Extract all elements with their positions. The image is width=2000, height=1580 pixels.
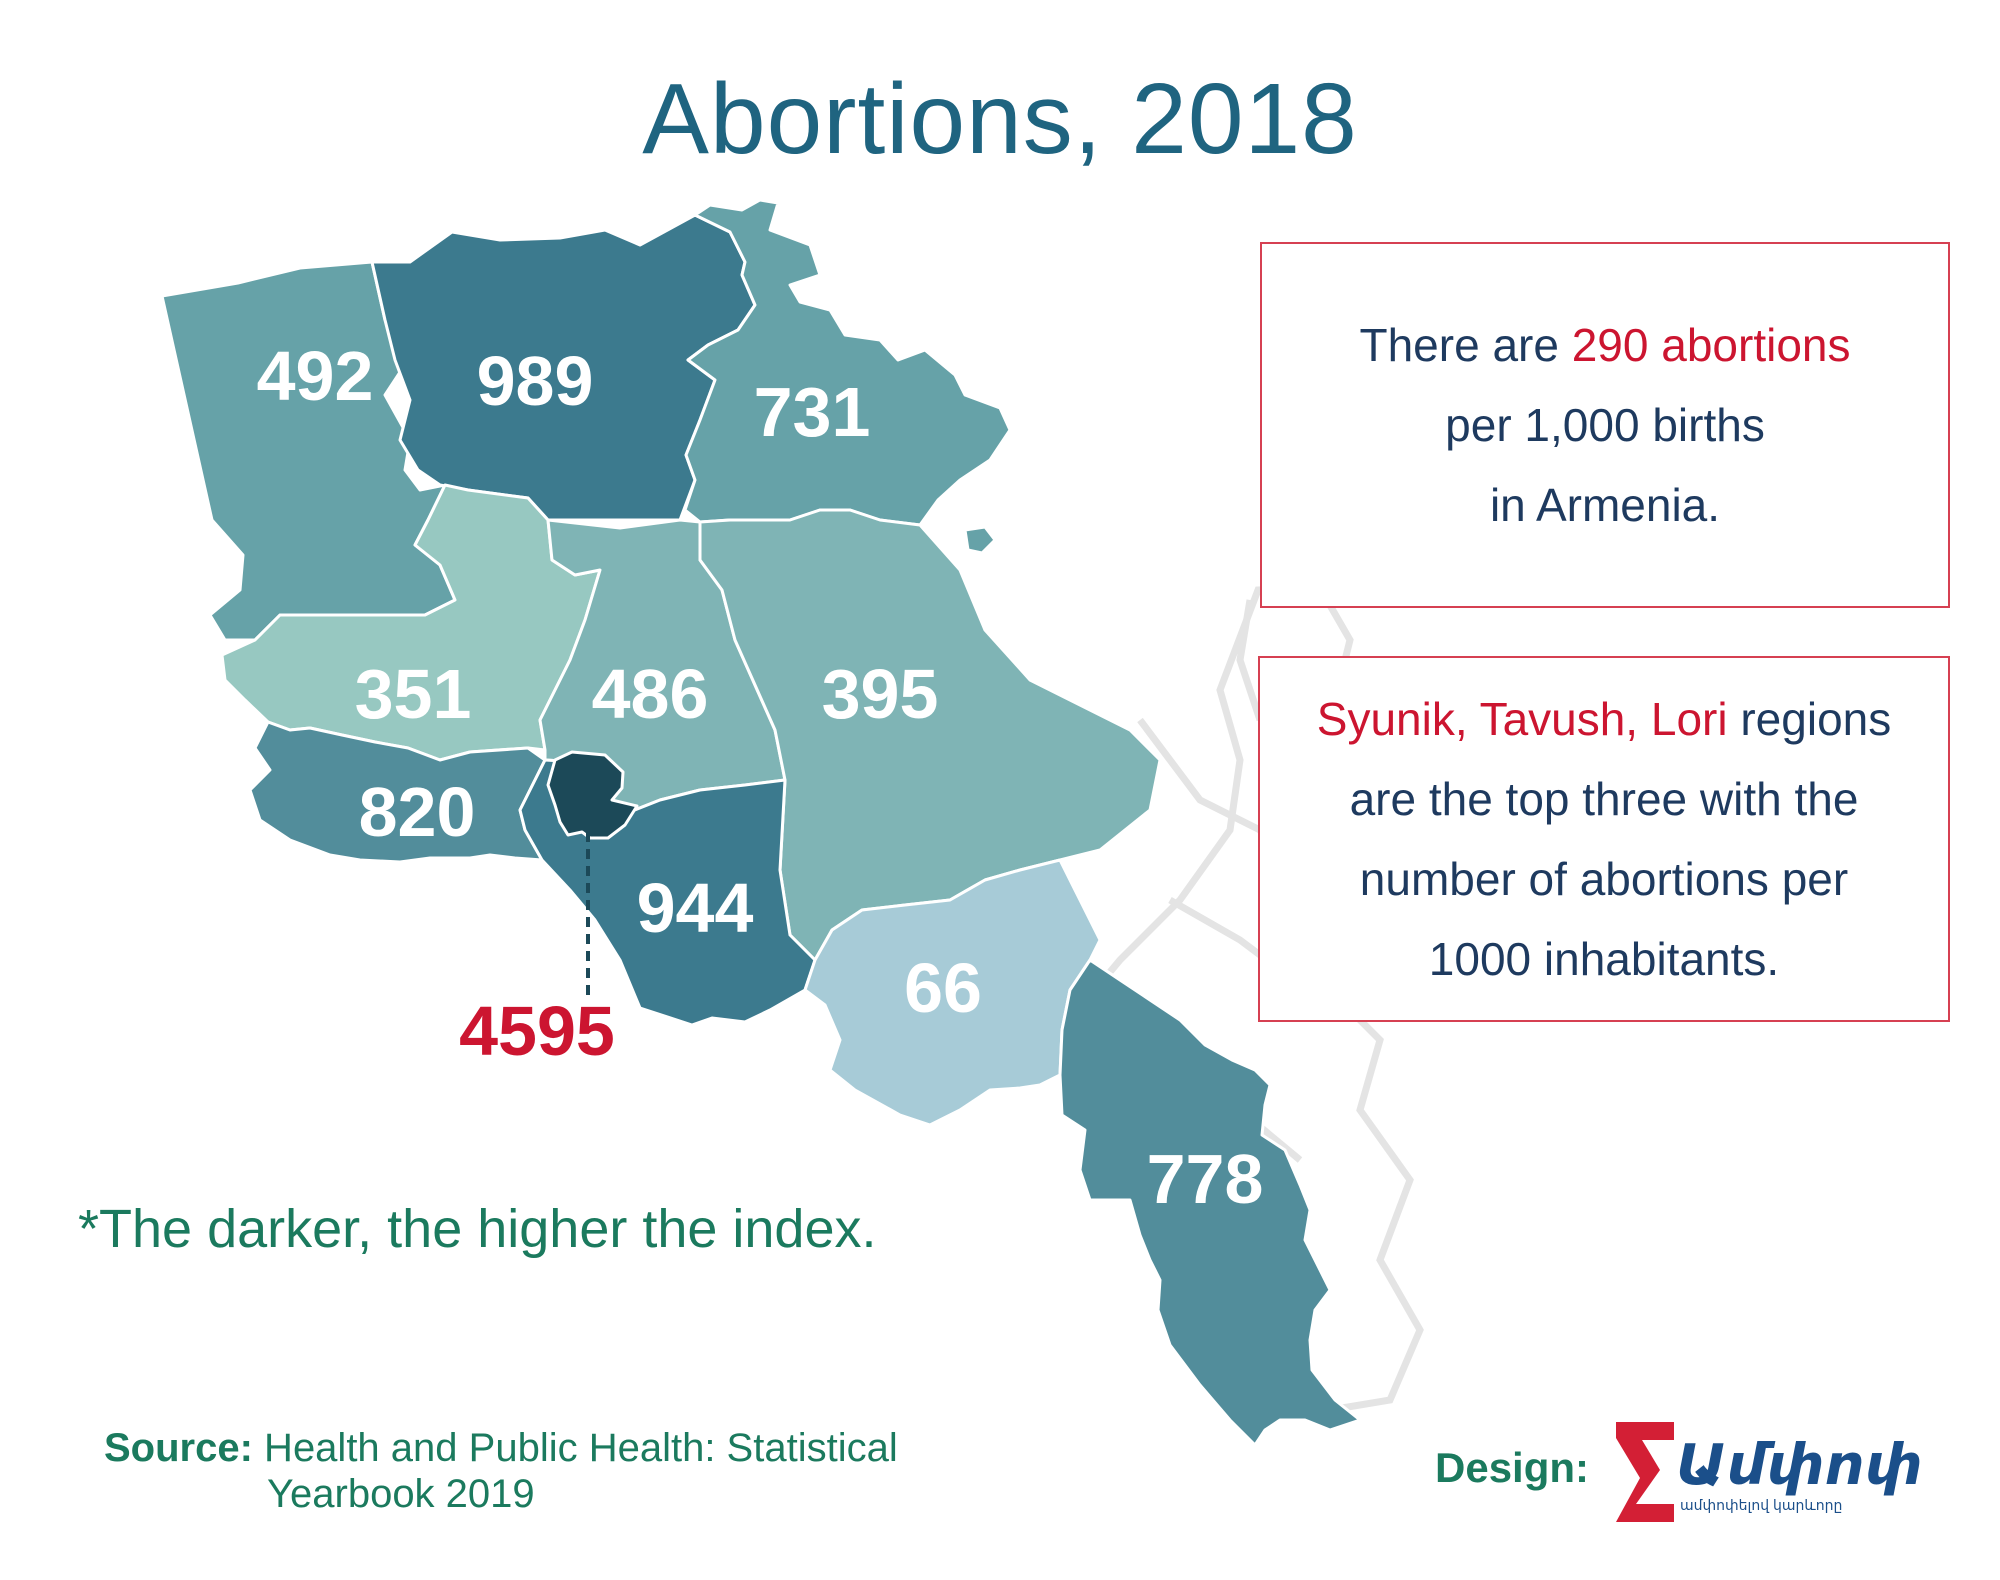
label-yerevan: 4595 [459,992,615,1070]
label-shirak: 492 [257,337,374,415]
highlight-top-regions: Syunik, Tavush, Lori [1316,693,1728,745]
amphop-logo-icon [1616,1422,1674,1522]
design-label: Design: [1435,1444,1590,1491]
region-yerevan [546,750,639,840]
info-box-births: There are 290 abortions per 1,000 births… [1260,242,1950,608]
source-text-line2: Yearbook 2019 [267,1472,535,1516]
source-text-line1: Health and Public Health: Statistical [252,1426,898,1470]
legend-note: *The darker, the higher the index. [78,1199,877,1259]
region-syunik [1058,958,1362,1447]
page-title: Abortions, 2018 [642,63,1358,175]
label-kotayk: 486 [592,655,709,733]
label-gegharkunik: 395 [822,655,939,733]
label-lori: 989 [477,342,594,420]
info-box-births-line3: in Armenia. [1489,479,1721,531]
label-tavush: 731 [754,373,871,451]
info-box-top-regions-line1: Syunik, Tavush, Lori regions [1316,693,1892,745]
info-box-top-regions-line4: 1000 inhabitants. [1428,933,1780,985]
logo-text: Ամփոփ [1676,1433,1923,1496]
logo-subtext: ամփոփելով կարևորը [1680,1497,1843,1513]
label-vayots-dzor: 66 [904,949,982,1027]
source-label: Source: [104,1426,253,1470]
info-box-top-regions: Syunik, Tavush, Lori regions are the top… [1258,656,1950,1022]
info-box-top-regions-line2: are the top three with the [1349,773,1859,825]
label-armavir: 820 [359,773,476,851]
highlight-abortions-rate: 290 abortions [1571,319,1851,371]
label-syunik: 778 [1147,1140,1264,1218]
label-aragatsotn: 351 [355,655,472,733]
region-tavush [683,198,1012,527]
source-citation: Source: Health and Public Health: Statis… [104,1425,898,1517]
label-ararat: 944 [637,869,754,947]
lake-sevan-islet [963,525,997,555]
info-box-top-regions-line3: number of abortions per [1359,853,1849,905]
info-box-births-line1: There are 290 abortions [1359,319,1851,371]
info-box-births-line2: per 1,000 births [1445,399,1765,451]
